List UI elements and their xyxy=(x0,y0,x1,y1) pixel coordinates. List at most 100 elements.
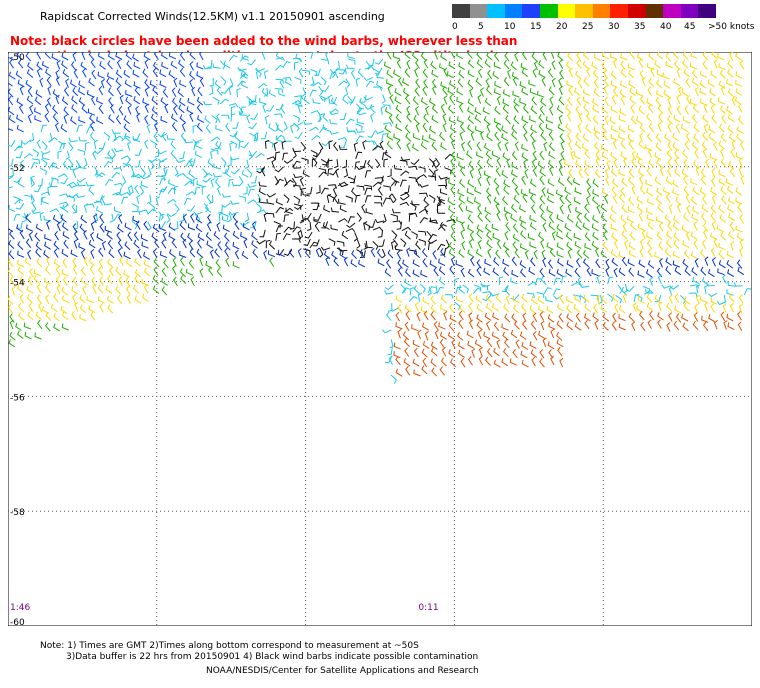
wind-barb xyxy=(80,61,88,71)
wind-barb xyxy=(688,292,698,297)
wind-barb xyxy=(421,365,428,375)
wind-barb xyxy=(179,221,186,231)
wind-barb xyxy=(621,256,628,267)
wind-barb xyxy=(658,113,663,123)
wind-barb xyxy=(510,277,518,285)
wind-barb xyxy=(372,241,379,250)
wind-barb xyxy=(135,220,141,230)
wind-barb xyxy=(208,195,214,204)
legend-swatch xyxy=(610,4,629,18)
wind-barb xyxy=(450,124,457,133)
wind-barb xyxy=(459,123,466,133)
wind-barb xyxy=(313,216,321,224)
wind-barb xyxy=(78,163,87,169)
wind-barb xyxy=(579,283,590,288)
wind-barb xyxy=(115,77,122,87)
wind-barb xyxy=(450,232,457,242)
wind-barb xyxy=(611,293,619,303)
wind-barb xyxy=(523,131,528,142)
wind-barb xyxy=(556,320,563,330)
wind-barb xyxy=(474,284,482,292)
wind-barb xyxy=(682,322,689,332)
wind-barb xyxy=(229,78,234,88)
wind-barb xyxy=(96,233,104,242)
chart-title: Rapidscat Corrected Winds(12.5KM) v1.1 2… xyxy=(40,10,385,23)
wind-barb xyxy=(8,240,15,249)
wind-barb xyxy=(486,348,493,358)
wind-barb xyxy=(36,283,42,294)
wind-barb xyxy=(20,160,25,170)
wind-barb xyxy=(169,249,176,258)
legend-swatch xyxy=(592,4,611,18)
wind-barb xyxy=(618,132,626,141)
wind-barb xyxy=(531,356,536,367)
wind-barb xyxy=(565,104,572,114)
wind-barb xyxy=(548,349,554,359)
wind-barb xyxy=(415,122,420,133)
wind-barb xyxy=(440,247,447,256)
wind-barb xyxy=(656,267,663,278)
wind-barb xyxy=(413,347,419,358)
wind-barb xyxy=(321,221,329,229)
wind-barb xyxy=(710,247,716,257)
wind-barb xyxy=(144,87,149,97)
wind-barb xyxy=(152,223,160,233)
wind-barb xyxy=(542,52,547,61)
wind-barb xyxy=(158,214,165,222)
wind-barb xyxy=(475,294,483,304)
wind-barb xyxy=(539,168,546,177)
wind-barb xyxy=(480,284,488,291)
wind-barb xyxy=(512,295,520,304)
wind-barb xyxy=(648,158,655,168)
wind-barb xyxy=(8,140,16,147)
wind-barb xyxy=(722,303,727,313)
wind-barb xyxy=(422,258,428,268)
wind-barb xyxy=(672,142,680,152)
wind-barb xyxy=(674,157,680,167)
wind-barb xyxy=(710,232,718,240)
wind-barb xyxy=(28,302,34,312)
wind-barb xyxy=(477,212,484,222)
wind-barb xyxy=(691,69,698,79)
wind-barb xyxy=(560,140,565,151)
wind-barb xyxy=(646,239,653,250)
wind-barb xyxy=(412,259,420,268)
wind-barb xyxy=(566,259,574,268)
wind-barb xyxy=(277,249,285,258)
wind-barb xyxy=(628,176,635,186)
wind-barb xyxy=(556,214,564,223)
wind-barb xyxy=(68,193,78,199)
wind-barb xyxy=(229,156,240,161)
wind-barb xyxy=(195,223,203,233)
wind-barb xyxy=(658,301,663,312)
wind-barb xyxy=(406,59,411,70)
wind-barb xyxy=(53,323,60,332)
wind-barb xyxy=(727,322,735,330)
wind-barb xyxy=(727,124,734,134)
wind-barb xyxy=(637,168,645,177)
wind-barb xyxy=(673,215,680,224)
wind-barb xyxy=(685,78,691,88)
wind-barb xyxy=(55,94,60,105)
wind-barb xyxy=(132,215,140,224)
wind-barb xyxy=(196,180,204,188)
wind-barb xyxy=(259,97,267,105)
wind-barb xyxy=(335,61,340,71)
wind-barb xyxy=(467,115,475,124)
wind-barb xyxy=(397,267,403,277)
wind-barb xyxy=(8,106,15,116)
wind-barb xyxy=(468,319,474,330)
wind-barb xyxy=(482,291,492,296)
wind-barb xyxy=(491,150,499,159)
wind-barb xyxy=(384,356,393,364)
wind-barb xyxy=(716,301,727,306)
wind-barb xyxy=(431,367,438,377)
wind-barb xyxy=(212,96,220,105)
wind-barb xyxy=(737,203,743,214)
wind-barb xyxy=(283,214,290,223)
wind-barb xyxy=(325,52,330,61)
wind-barb xyxy=(662,72,670,80)
wind-barb xyxy=(355,128,365,133)
wind-barb xyxy=(524,249,529,260)
wind-barb xyxy=(676,94,681,104)
